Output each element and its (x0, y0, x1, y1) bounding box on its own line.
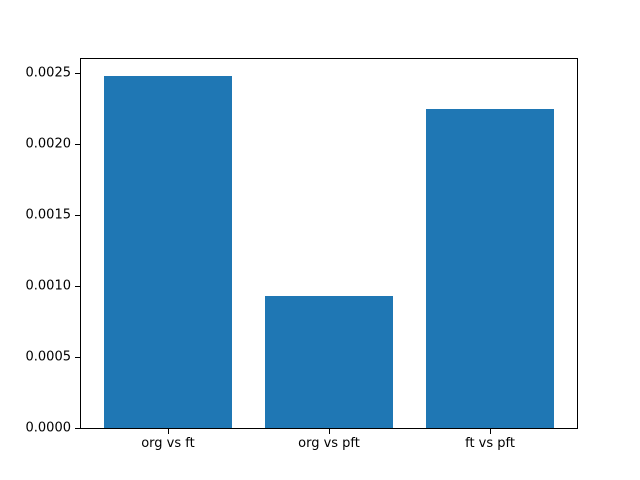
y-tick-mark (75, 427, 80, 429)
x-tick-label: org vs ft (141, 436, 195, 451)
x-tick-mark (490, 429, 492, 434)
y-tick-mark (75, 214, 80, 216)
y-tick-mark (75, 72, 80, 74)
bar-org-vs-ft (103, 76, 233, 428)
bar-ft-vs-pft (425, 108, 555, 428)
bar-org-vs-pft (264, 296, 394, 428)
y-tick-label: 0.0010 (25, 278, 72, 294)
x-tick-label: ft vs pft (465, 436, 515, 451)
y-tick-mark (75, 285, 80, 287)
plot-area: 0.0000 0.0005 0.0010 0.0015 0.0020 0.0025 org… (26, 58, 578, 450)
x-tick-mark (167, 429, 169, 434)
x-tick-label: org vs pft (298, 436, 360, 451)
y-tick-label: 0.0015 (25, 207, 72, 223)
x-tick-mark (329, 429, 330, 434)
y-tick-mark (75, 356, 80, 358)
y-tick-mark (75, 143, 80, 145)
y-tick-label: 0.0025 (25, 65, 72, 81)
y-tick-label: 0.0020 (25, 136, 72, 152)
y-tick-label: 0.0000 (25, 420, 72, 436)
y-tick-label: 0.0005 (25, 349, 72, 365)
